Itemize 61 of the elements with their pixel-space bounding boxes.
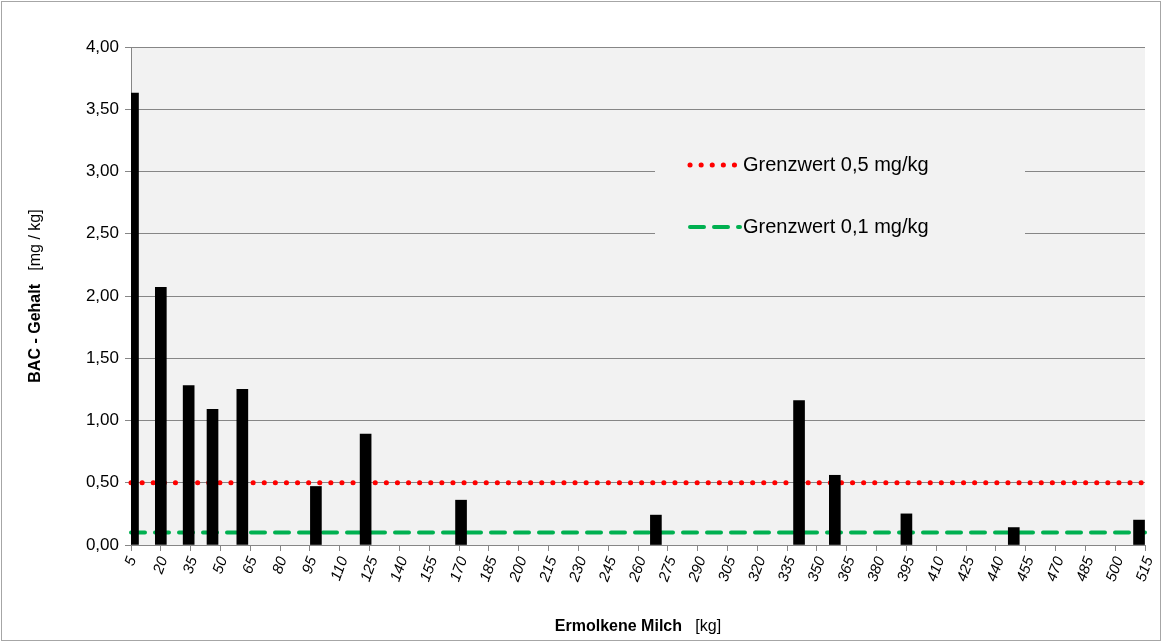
x-tick-label: 350 xyxy=(803,553,829,584)
x-tick-label: 305 xyxy=(713,553,739,584)
x-tick-label: 515 xyxy=(1131,553,1157,584)
x-tick-label: 320 xyxy=(743,553,769,584)
x-tick-label: 185 xyxy=(475,553,501,584)
bar xyxy=(182,385,195,545)
x-tick-label: 20 xyxy=(148,553,171,577)
x-tick-label: 275 xyxy=(653,553,680,585)
x-tick-label: 245 xyxy=(594,553,620,585)
x-tick-label: 50 xyxy=(208,553,231,576)
bar xyxy=(359,433,372,545)
bar xyxy=(1133,519,1145,545)
x-tick-label: 485 xyxy=(1071,553,1097,584)
y-axis-title: BAC - Gehalt [mg / kg] xyxy=(26,209,44,383)
y-tick-label: 3,50 xyxy=(85,98,119,118)
bar xyxy=(900,513,913,545)
x-tick-label: 110 xyxy=(326,553,351,583)
bar xyxy=(1007,527,1020,545)
x-tick-label: 140 xyxy=(385,553,411,584)
bar xyxy=(793,400,805,545)
x-tick-label: 170 xyxy=(445,553,471,584)
x-tick-label: 380 xyxy=(863,553,888,584)
x-tick-label: 410 xyxy=(922,553,948,584)
bar xyxy=(206,408,219,545)
y-tick-label: 0,50 xyxy=(85,472,119,492)
x-tick-label: 125 xyxy=(356,553,381,584)
bar xyxy=(455,499,467,545)
x-tick-label: 35 xyxy=(178,553,201,576)
x-tick-label: 365 xyxy=(833,553,859,584)
x-tick-label: 200 xyxy=(504,553,530,585)
x-tick-label: 470 xyxy=(1042,553,1067,584)
x-tick-label: 65 xyxy=(238,553,261,576)
bar xyxy=(650,514,662,545)
x-tick-label: 5 xyxy=(120,553,140,568)
y-tick-label: 1,00 xyxy=(85,410,119,430)
x-tick-label: 230 xyxy=(564,553,590,585)
bar xyxy=(236,389,249,545)
legend-label: Grenzwert 0,1 mg/kg xyxy=(743,214,929,237)
y-tick-label: 2,50 xyxy=(85,223,119,243)
y-tick-label: 4,00 xyxy=(85,36,119,56)
y-tick-label: 1,50 xyxy=(85,347,119,367)
x-tick-label: 80 xyxy=(268,553,290,576)
x-tick-label: 260 xyxy=(624,553,650,585)
x-tick-label: 395 xyxy=(892,553,918,584)
bar xyxy=(310,486,322,545)
x-tick-label: 425 xyxy=(952,553,978,584)
y-tick-label: 3,00 xyxy=(85,161,119,181)
y-tick-label: 2,00 xyxy=(85,285,119,305)
legend-label: Grenzwert 0,5 mg/kg xyxy=(743,152,929,175)
x-tick-label: 95 xyxy=(297,553,320,576)
bar xyxy=(154,286,167,545)
bar xyxy=(829,474,841,545)
x-tick-label: 290 xyxy=(683,553,709,585)
x-axis-title: Ermolkene Milch [kg] xyxy=(554,617,722,635)
x-tick-label: 215 xyxy=(534,553,560,585)
x-tick-label: 500 xyxy=(1101,553,1127,584)
x-tick-label: 440 xyxy=(982,553,1008,584)
x-tick-label: 455 xyxy=(1012,553,1037,584)
x-tick-label: 335 xyxy=(773,553,799,584)
x-tick-label: 155 xyxy=(415,553,441,584)
y-tick-label: 0,00 xyxy=(85,534,119,554)
